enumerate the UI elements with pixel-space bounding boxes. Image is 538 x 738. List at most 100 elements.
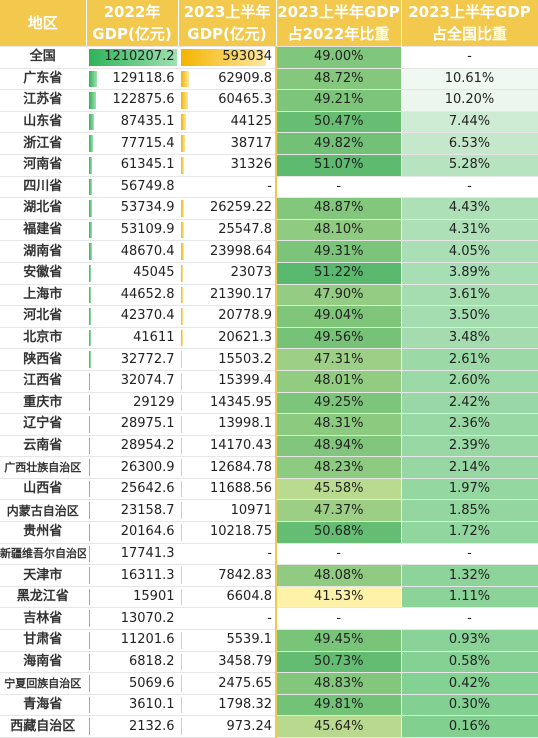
gdp2022-value: 53734.9 bbox=[120, 200, 175, 216]
gdp2023h1-data-bar bbox=[180, 588, 182, 606]
gdp2022-data-bar bbox=[88, 49, 177, 66]
region-name: 青海省 bbox=[0, 694, 87, 717]
gdp2023h1-cell: 23998.64 bbox=[178, 240, 277, 263]
ratio-cell: 48.23% bbox=[275, 456, 402, 479]
gdp2023h1-value: 23073 bbox=[230, 265, 272, 281]
gdp2022-cell: 5069.6 bbox=[86, 672, 179, 695]
gdp2023h1-value: 3458.79 bbox=[218, 653, 272, 669]
region-name: 重庆市 bbox=[0, 392, 87, 415]
gdp2022-value: 23158.7 bbox=[120, 502, 175, 518]
gdp2022-cell: 32074.7 bbox=[86, 370, 179, 393]
table-row: 江西省 32074.7 15399.4 48.01% 2.60% bbox=[0, 370, 538, 393]
region-name: 陕西省 bbox=[0, 348, 87, 371]
share-cell: 7.44% bbox=[401, 111, 538, 134]
table-row: 湖南省 48670.4 23998.64 49.31% 4.05% bbox=[0, 240, 538, 263]
gdp2023h1-data-bar bbox=[180, 437, 183, 455]
gdp2022-value: 32074.7 bbox=[120, 373, 175, 389]
ratio-cell: 47.31% bbox=[275, 348, 402, 371]
share-cell: 2.61% bbox=[401, 348, 538, 371]
share-cell: 0.93% bbox=[401, 629, 538, 652]
table-body: 全国 1210207.2 593034 49.00% - 广东省 129118.6 62909… bbox=[0, 46, 538, 738]
region-name: 西藏自治区 bbox=[0, 715, 87, 738]
gdp2022-cell: 42370.4 bbox=[86, 305, 179, 328]
ratio-cell: 48.94% bbox=[275, 435, 402, 458]
table-row: 河北省 42370.4 20778.9 49.04% 3.50% bbox=[0, 305, 538, 328]
gdp2022-data-bar bbox=[88, 308, 92, 325]
gdp2022-cell: 1210207.2 bbox=[86, 46, 179, 69]
header-share-line1: 2023上半年GDP bbox=[408, 3, 531, 21]
region-name: 全国 bbox=[0, 46, 87, 69]
gdp2022-cell: 16311.3 bbox=[86, 564, 179, 587]
gdp2022-data-bar bbox=[88, 264, 92, 282]
gdp2023h1-data-bar bbox=[180, 264, 184, 282]
gdp2022-data-bar bbox=[88, 653, 90, 671]
gdp2022-data-bar bbox=[88, 329, 92, 347]
ratio-cell: 48.87% bbox=[275, 197, 402, 220]
table-row: 四川省 56749.8- - - bbox=[0, 176, 538, 199]
gdp2023h1-data-bar bbox=[180, 524, 182, 541]
ratio-cell: 45.64% bbox=[275, 715, 402, 738]
region-name: 河南省 bbox=[0, 154, 87, 177]
gdp2023h1-cell: 15503.2 bbox=[178, 348, 277, 371]
ratio-cell: 47.90% bbox=[275, 284, 402, 307]
gdp2022-data-bar bbox=[88, 135, 94, 152]
gdp2022-data-bar bbox=[88, 696, 90, 714]
gdp2022-data-bar bbox=[88, 113, 94, 131]
gdp2023h1-data-bar bbox=[180, 49, 266, 66]
gdp2023h1-value: - bbox=[267, 545, 272, 561]
table-row: 全国 1210207.2 593034 49.00% - bbox=[0, 46, 538, 69]
table-row: 江苏省 122875.6 60465.3 49.21% 10.20% bbox=[0, 89, 538, 112]
gdp2022-value: 5069.6 bbox=[129, 675, 175, 691]
gdp2023h1-value: - bbox=[267, 178, 272, 194]
gdp2022-value: 3610.1 bbox=[129, 697, 175, 713]
gdp2022-value: 48670.4 bbox=[120, 243, 175, 259]
gdp2022-cell: 3610.1 bbox=[86, 694, 179, 717]
share-cell: 3.48% bbox=[401, 327, 538, 350]
share-cell: 3.50% bbox=[401, 305, 538, 328]
gdp2022-data-bar bbox=[88, 351, 91, 368]
share-cell: - bbox=[401, 46, 538, 69]
gdp2022-data-bar bbox=[88, 92, 97, 109]
gdp2022-value: 13070.2 bbox=[120, 610, 175, 626]
region-name: 天津市 bbox=[0, 564, 87, 587]
region-name: 新疆维吾尔自治区 bbox=[0, 543, 87, 566]
gdp2022-value: 61345.1 bbox=[120, 157, 175, 173]
region-name: 福建省 bbox=[0, 219, 87, 242]
region-name: 广西壮族自治区 bbox=[0, 456, 87, 479]
table-row: 吉林省 13070.2- - - bbox=[0, 607, 538, 631]
gdp2023h1-cell: - bbox=[178, 176, 277, 199]
region-name: 黑龙江省 bbox=[0, 586, 87, 609]
gdp2022-value: 32772.7 bbox=[120, 351, 175, 367]
region-name: 江苏省 bbox=[0, 89, 87, 112]
gdp2022-data-bar bbox=[88, 545, 90, 563]
share-cell: 1.72% bbox=[401, 521, 538, 544]
gdp2022-data-bar bbox=[88, 632, 90, 649]
gdp2023h1-cell: 23073 bbox=[178, 262, 277, 285]
gdp2023h1-value: 15503.2 bbox=[218, 351, 272, 367]
gdp2022-value: 87435.1 bbox=[120, 114, 175, 130]
gdp2022-cell: 2132.6 bbox=[86, 715, 179, 738]
gdp2023h1-cell: 15399.4 bbox=[178, 370, 277, 393]
gdp2023h1-cell: 14170.43 bbox=[178, 435, 277, 458]
table-row: 青海省 3610.1 1798.32 49.81% 0.30% bbox=[0, 694, 538, 717]
ratio-cell: 49.45% bbox=[275, 629, 402, 652]
gdp2022-value: 129118.6 bbox=[112, 70, 175, 86]
gdp2022-value: 44652.8 bbox=[120, 286, 175, 302]
ratio-cell: 50.73% bbox=[275, 651, 402, 674]
gdp2023h1-data-bar bbox=[180, 351, 183, 368]
header-region-line1: 地区 bbox=[27, 14, 58, 32]
gdp2023h1-value: 20778.9 bbox=[218, 308, 272, 324]
ratio-cell: 50.68% bbox=[275, 521, 402, 544]
header-ratio-line2: 占2022年比重 bbox=[287, 25, 390, 43]
gdp2023h1-cell: 2475.65 bbox=[178, 672, 277, 695]
gdp2022-value: 42370.4 bbox=[120, 308, 175, 324]
share-cell: 1.97% bbox=[401, 478, 538, 501]
gdp2022-data-bar bbox=[88, 524, 90, 541]
gdp2023h1-data-bar bbox=[180, 156, 185, 174]
gdp2022-cell: 53109.9 bbox=[86, 219, 179, 242]
gdp2023h1-value: 1798.32 bbox=[218, 697, 272, 713]
gdp2022-data-bar bbox=[88, 459, 91, 476]
gdp2023h1-data-bar bbox=[180, 113, 187, 131]
table-row: 湖北省 53734.9 26259.22 48.87% 4.43% bbox=[0, 197, 538, 220]
